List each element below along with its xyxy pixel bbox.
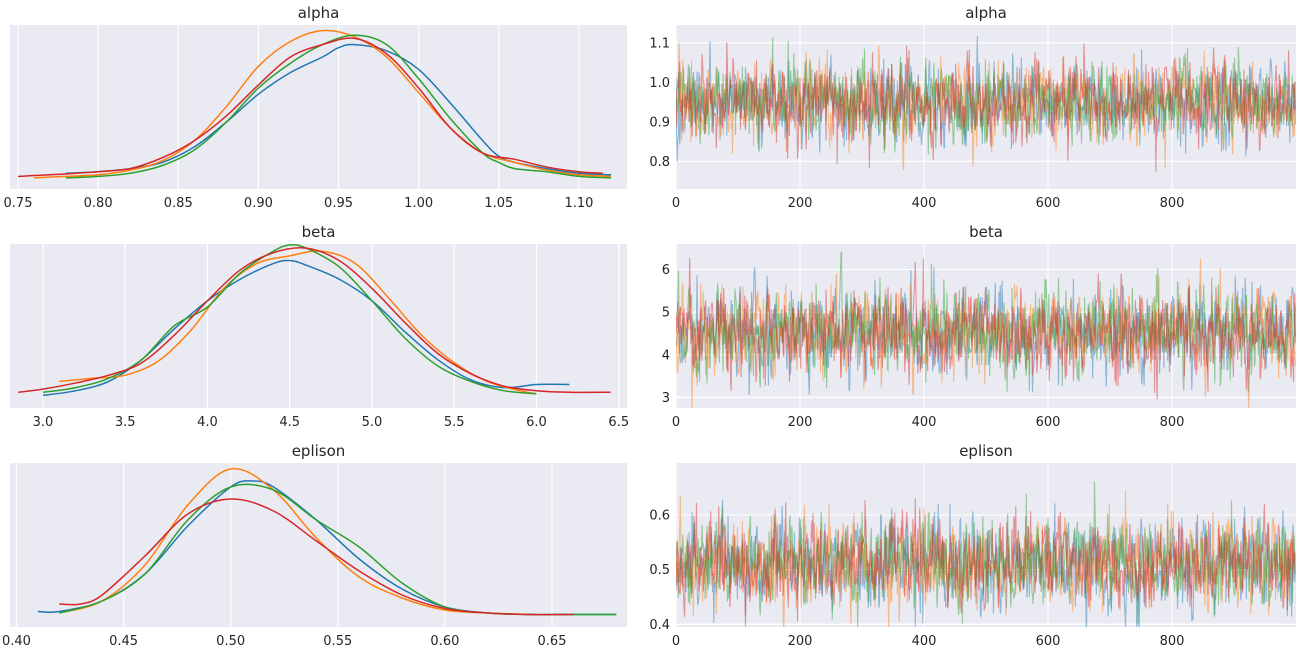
panel-background: [10, 244, 627, 408]
x-tick-label: 0: [672, 415, 680, 430]
panel-title: beta: [969, 223, 1003, 241]
x-tick-label: 0.85: [164, 196, 193, 211]
trace-line-chain-0: [676, 499, 1296, 627]
x-tick-label: 800: [1160, 196, 1185, 211]
x-tick-label: 3.0: [33, 415, 54, 430]
plot-area: [676, 481, 1296, 627]
plot-area: [676, 251, 1296, 408]
y-tick-label: 5: [662, 306, 670, 321]
y-tick-label: 1.1: [649, 36, 670, 51]
x-tick-label: 0.75: [4, 196, 33, 211]
plot-area: [17, 29, 612, 179]
panel-title: eplison: [292, 442, 346, 460]
panel-title: beta: [302, 223, 336, 241]
trace-line-chain-0: [676, 267, 1296, 396]
x-tick-label: 0: [672, 196, 680, 211]
plot-area: [37, 467, 617, 616]
x-tick-label: 0.65: [538, 634, 567, 649]
panel-background: [676, 463, 1296, 627]
y-tick-label: 0.4: [649, 618, 670, 633]
y-tick-label: 3: [662, 391, 670, 406]
trace-line-chain-0: [676, 36, 1296, 162]
panel-background: [10, 463, 627, 627]
x-tick-label: 0: [672, 634, 680, 649]
x-tick-label: 200: [788, 415, 813, 430]
x-tick-label: 800: [1160, 634, 1185, 649]
y-tick-label: 1.0: [649, 76, 670, 91]
trace-line-chain-2: [676, 37, 1296, 155]
panel-trace-beta: 0 200 400 600 800 3 4 5 6 beta: [662, 223, 1296, 430]
panel-trace-eplison: 0 200 400 600 800 0.4 0.5 0.6 eplison: [649, 442, 1296, 649]
trace-line-chain-3: [676, 498, 1296, 627]
x-tick-label: 800: [1160, 415, 1185, 430]
x-tick-label: 0.40: [2, 634, 31, 649]
panel-background: [676, 244, 1296, 408]
trace-line-chain-1: [676, 490, 1296, 627]
trace-line-chain-2: [676, 251, 1296, 392]
x-tick-label: 4.0: [197, 415, 218, 430]
density-line-chain-2: [66, 34, 612, 179]
x-tick-label: 0.50: [216, 634, 245, 649]
trace-line-chain-1: [676, 42, 1296, 171]
x-tick-label: 600: [1036, 415, 1061, 430]
x-tick-label: 5.5: [444, 415, 465, 430]
y-tick-label: 0.5: [649, 563, 670, 578]
x-tick-label: 1.00: [404, 196, 433, 211]
x-tick-label: 600: [1036, 196, 1061, 211]
panel-density-alpha: 0.75 0.80 0.85 0.90 0.95 1.00 1.05 1.10 alpha: [4, 4, 627, 211]
x-tick-label: 1.10: [564, 196, 593, 211]
x-tick-label: 0.55: [323, 634, 352, 649]
y-tick-label: 0.9: [649, 115, 670, 130]
trace-line-chain-3: [676, 42, 1296, 172]
x-tick-label: 4.5: [279, 415, 300, 430]
density-line-chain-3: [17, 37, 604, 178]
y-tick-label: 4: [662, 348, 670, 363]
density-line-chain-1: [59, 467, 531, 616]
x-tick-label: 6.0: [526, 415, 547, 430]
y-tick-label: 0.8: [649, 155, 670, 170]
density-line-chain-3: [59, 498, 574, 616]
panel-density-beta: 3.0 3.5 4.0 4.5 5.0 5.5 6.0 6.5 beta: [10, 223, 629, 430]
plot-area: [18, 244, 611, 397]
plot-area: [676, 36, 1296, 172]
x-tick-label: 5.0: [362, 415, 383, 430]
x-tick-label: 0.80: [84, 196, 113, 211]
panel-density-eplison: 0.40 0.45 0.50 0.55 0.60 0.65 eplison: [2, 442, 627, 649]
x-tick-label: 1.05: [484, 196, 513, 211]
trace-line-chain-3: [676, 257, 1296, 400]
x-tick-label: 600: [1036, 634, 1061, 649]
x-tick-label: 3.5: [115, 415, 136, 430]
x-tick-label: 0.95: [324, 196, 353, 211]
panel-trace-alpha: 0 200 400 600 800 0.8 0.9 1.0 1.1 alpha: [649, 4, 1296, 211]
x-tick-label: 0.45: [109, 634, 138, 649]
panel-title: eplison: [959, 442, 1013, 460]
panel-title: alpha: [298, 4, 340, 22]
x-tick-label: 200: [788, 634, 813, 649]
trace-line-chain-2: [676, 481, 1296, 627]
panel-title: alpha: [965, 4, 1007, 22]
x-tick-label: 400: [912, 415, 937, 430]
x-tick-label: 200: [788, 196, 813, 211]
y-tick-label: 6: [662, 263, 670, 278]
x-tick-label: 400: [912, 196, 937, 211]
x-tick-label: 0.90: [244, 196, 273, 211]
trace-line-chain-1: [676, 258, 1296, 408]
y-tick-label: 0.6: [649, 508, 670, 523]
x-tick-label: 6.5: [608, 415, 629, 430]
density-line-chain-3: [18, 247, 611, 394]
x-tick-label: 0.60: [430, 634, 459, 649]
density-line-chain-1: [34, 29, 612, 179]
density-line-chain-2: [42, 244, 537, 395]
x-tick-label: 400: [912, 634, 937, 649]
